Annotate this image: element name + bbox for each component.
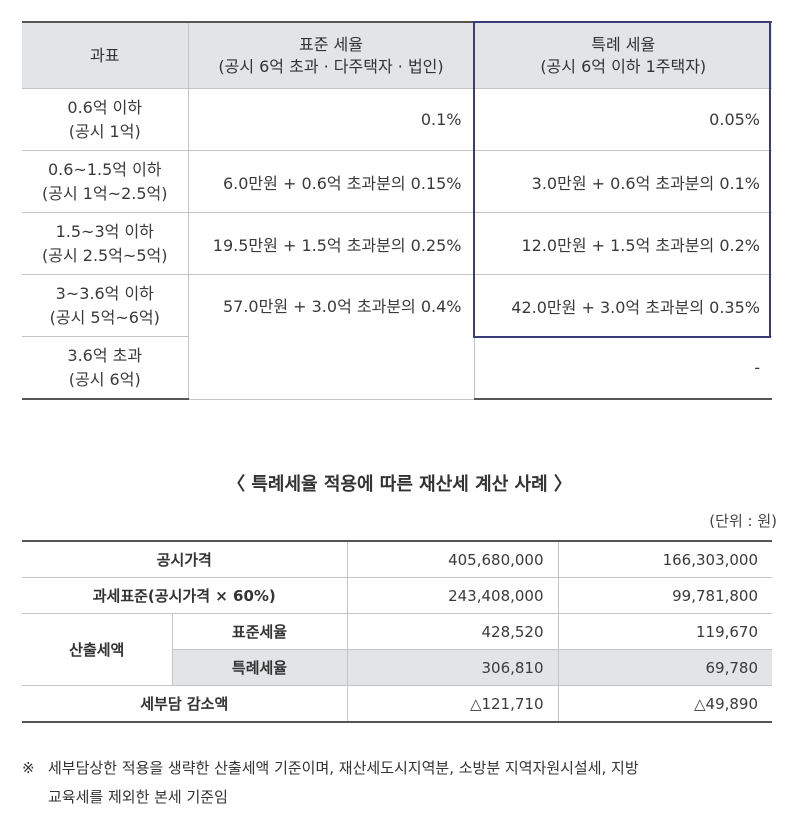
label-public-price: 공시가격 [22, 541, 347, 578]
value-a: 405,680,000 [347, 541, 558, 578]
footnote-line2: 교육세를 제외한 본세 기준임 [22, 783, 782, 812]
bracket-label: 1.5~3억 이하 [23, 220, 187, 243]
footnote-line1: 세부담상한 적용을 생략한 산출세액 기준이며, 재산세도시지역분, 소방분 지… [48, 759, 639, 777]
case-row-public-price: 공시가격 405,680,000 166,303,000 [22, 541, 772, 578]
case-table: 공시가격 405,680,000 166,303,000 과세표준(공시가격 ×… [22, 540, 772, 723]
value-b: △49,890 [558, 686, 772, 723]
value-b: 99,781,800 [558, 578, 772, 614]
value-a: 428,520 [347, 614, 558, 650]
bracket-label: 0.6~1.5억 이하 [23, 158, 187, 181]
bracket-public: (공시 1억) [23, 120, 187, 143]
case-row-tax-base: 과세표준(공시가격 × 60%) 243,408,000 99,781,800 [22, 578, 772, 614]
bracket-cell: 1.5~3억 이하 (공시 2.5억~5억) [22, 213, 188, 275]
bracket-public: (공시 1억~2.5억) [23, 182, 187, 205]
tax-rate-table: 과표 표준 세율 (공시 6억 초과 · 다주택자 · 법인) 특례 세율 (공… [22, 21, 772, 400]
value-b: 166,303,000 [558, 541, 772, 578]
rate-row: 3~3.6억 이하 (공시 5억~6억) 57.0만원 + 3.0억 초과분의 … [22, 275, 772, 337]
label-tax-base: 과세표준(공시가격 × 60%) [22, 578, 347, 614]
header-special-sub: (공시 6억 이하 1주택자) [476, 56, 772, 78]
bracket-label: 3.6억 초과 [23, 344, 187, 367]
header-special-title: 특례 세율 [476, 34, 772, 56]
case-row-reduction: 세부담 감소액 △121,710 △49,890 [22, 686, 772, 723]
value-a: △121,710 [347, 686, 558, 723]
bracket-public: (공시 5억~6억) [23, 306, 187, 329]
standard-rate-cell: 57.0만원 + 3.0억 초과분의 0.4% [188, 275, 474, 400]
label-reduction: 세부담 감소액 [22, 686, 347, 723]
rate-row: 0.6억 이하 (공시 1억) 0.1% 0.05% [22, 89, 772, 151]
footnote: ※ 세부담상한 적용을 생략한 산출세액 기준이며, 재산세도시지역분, 소방분 … [22, 754, 782, 812]
bracket-label: 0.6억 이하 [23, 96, 187, 119]
special-rate-cell: - [474, 337, 772, 400]
bracket-cell: 0.6억 이하 (공시 1억) [22, 89, 188, 151]
header-standard-sub: (공시 6억 초과 · 다주택자 · 법인) [190, 56, 473, 78]
value-b: 69,780 [558, 650, 772, 686]
footnote-symbol: ※ [22, 754, 48, 783]
bracket-cell: 0.6~1.5억 이하 (공시 1억~2.5억) [22, 151, 188, 213]
label-calculated-tax: 산출세액 [22, 614, 172, 686]
special-rate-cell: 12.0만원 + 1.5억 초과분의 0.2% [474, 213, 772, 275]
special-rate-cell: 0.05% [474, 89, 772, 151]
bracket-cell: 3~3.6억 이하 (공시 5억~6억) [22, 275, 188, 337]
bracket-public: (공시 2.5억~5억) [23, 244, 187, 267]
bracket-public: (공시 6억) [23, 368, 187, 391]
standard-rate-cell: 0.1% [188, 89, 474, 151]
value-a: 306,810 [347, 650, 558, 686]
standard-rate-cell: 6.0만원 + 0.6억 초과분의 0.15% [188, 151, 474, 213]
label-standard-rate: 표준세율 [172, 614, 347, 650]
header-standard-title: 표준 세율 [190, 34, 473, 56]
case-title: 〈 특례세율 적용에 따른 재산세 계산 사례 〉 [0, 470, 799, 496]
header-tax-base: 과표 [22, 22, 188, 89]
value-a: 243,408,000 [347, 578, 558, 614]
special-rate-cell: 42.0만원 + 3.0억 초과분의 0.35% [474, 275, 772, 337]
rate-row: 0.6~1.5억 이하 (공시 1억~2.5억) 6.0만원 + 0.6억 초과… [22, 151, 772, 213]
bracket-cell: 3.6억 초과 (공시 6억) [22, 337, 188, 400]
special-rate-cell: 3.0만원 + 0.6억 초과분의 0.1% [474, 151, 772, 213]
unit-note: (단위 : 원) [709, 510, 777, 531]
standard-rate-cell: 19.5만원 + 1.5억 초과분의 0.25% [188, 213, 474, 275]
bracket-label: 3~3.6억 이하 [23, 282, 187, 305]
value-b: 119,670 [558, 614, 772, 650]
label-special-rate: 특례세율 [172, 650, 347, 686]
rate-row: 1.5~3억 이하 (공시 2.5억~5억) 19.5만원 + 1.5억 초과분… [22, 213, 772, 275]
rate-header-row: 과표 표준 세율 (공시 6억 초과 · 다주택자 · 법인) 특례 세율 (공… [22, 22, 772, 89]
case-row-standard: 산출세액 표준세율 428,520 119,670 [22, 614, 772, 650]
header-standard-rate: 표준 세율 (공시 6억 초과 · 다주택자 · 법인) [188, 22, 474, 89]
header-special-rate: 특례 세율 (공시 6억 이하 1주택자) [474, 22, 772, 89]
